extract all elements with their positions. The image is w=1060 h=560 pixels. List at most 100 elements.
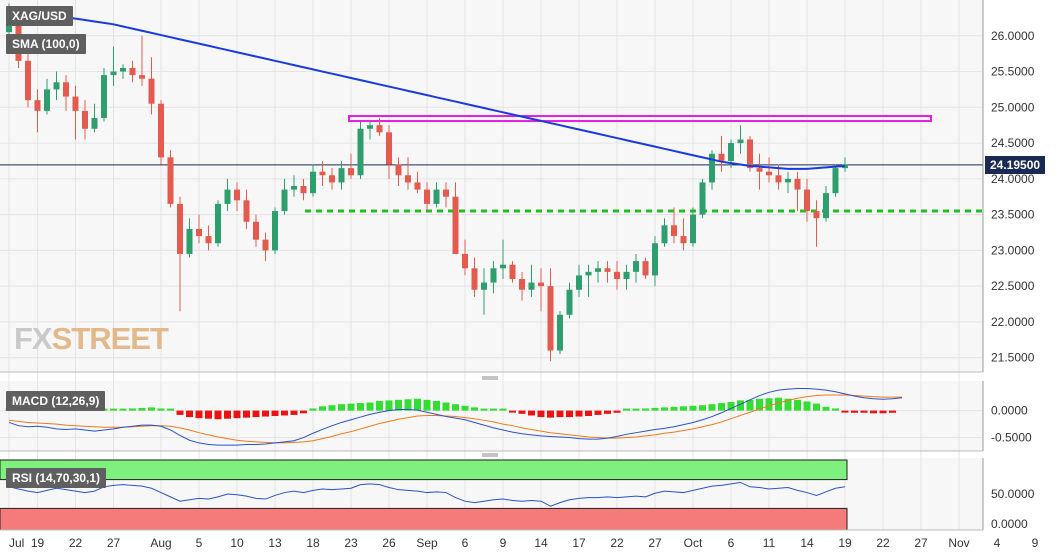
macd-histogram-bar bbox=[632, 408, 640, 411]
x-tick-label: 14 bbox=[800, 536, 814, 550]
macd-histogram-bar bbox=[841, 410, 849, 413]
candle-body bbox=[186, 228, 193, 254]
macd-histogram-bar bbox=[490, 408, 497, 411]
rsi-line bbox=[8, 481, 846, 507]
macd-histogram-bar bbox=[727, 402, 735, 411]
candle-body bbox=[576, 275, 582, 290]
macd-histogram-bar bbox=[281, 410, 288, 416]
candle-body bbox=[823, 193, 829, 219]
candle-body bbox=[386, 132, 392, 165]
candle-body bbox=[205, 236, 212, 244]
candle-body bbox=[690, 214, 696, 244]
candle-body bbox=[785, 178, 791, 183]
rsi-oversold-zone bbox=[0, 507, 848, 531]
macd-histogram-bar bbox=[613, 410, 621, 413]
macd-histogram-bar bbox=[233, 410, 241, 419]
x-tick-label: 19 bbox=[838, 536, 852, 550]
fxstreet-logo: FXSTREET bbox=[14, 321, 169, 357]
candle-body bbox=[737, 139, 744, 144]
macd-histogram-bar bbox=[480, 408, 488, 411]
candle-body bbox=[671, 225, 677, 237]
candle-body bbox=[357, 128, 364, 176]
candle-body bbox=[110, 71, 117, 76]
macd-tick-label: 0.0000 bbox=[991, 404, 1028, 418]
price-tick-label: 26.0000 bbox=[991, 29, 1035, 43]
rsi-indicator-label[interactable]: RSI (14,70,30,1) bbox=[6, 468, 107, 488]
candle-body bbox=[329, 175, 335, 183]
candle-body bbox=[652, 243, 658, 276]
x-tick-label: 19 bbox=[31, 536, 45, 550]
candle-body bbox=[291, 186, 297, 190]
price-tick-label: 21.5000 bbox=[991, 351, 1035, 365]
candle-body bbox=[452, 196, 459, 254]
macd-histogram-bar bbox=[699, 405, 706, 411]
macd-histogram-bar bbox=[708, 404, 716, 411]
rsi-layer bbox=[0, 459, 848, 531]
macd-histogram-bar bbox=[661, 407, 668, 411]
macd-histogram-bar bbox=[414, 398, 421, 411]
logo-street-text: STREET bbox=[51, 321, 169, 356]
macd-histogram-bar bbox=[651, 407, 659, 411]
x-tick-label: 6 bbox=[462, 536, 469, 550]
price-tick-label: 23.0000 bbox=[991, 243, 1035, 257]
macd-histogram-bar bbox=[167, 408, 174, 411]
macd-tick-label: -0.5000 bbox=[991, 431, 1032, 445]
x-tick-label: 22 bbox=[876, 536, 890, 550]
panel-resize-handle[interactable] bbox=[482, 453, 498, 457]
macd-histogram-bar bbox=[214, 410, 222, 420]
macd-histogram-bar bbox=[499, 408, 507, 411]
candle-body bbox=[490, 268, 497, 283]
candle-body bbox=[718, 153, 725, 161]
candle-body bbox=[604, 268, 611, 272]
candle-body bbox=[395, 164, 402, 176]
x-tick-label: 22 bbox=[69, 536, 83, 550]
price-layer bbox=[0, 3, 983, 362]
macd-histogram-bar bbox=[186, 410, 193, 418]
candle-body bbox=[528, 282, 535, 290]
x-tick-label: Jul bbox=[9, 536, 24, 550]
macd-histogram-bar bbox=[385, 400, 393, 411]
macd-indicator-label[interactable]: MACD (12,26,9) bbox=[6, 391, 106, 411]
candle-body bbox=[300, 186, 307, 194]
macd-histogram-bar bbox=[176, 410, 184, 415]
macd-histogram-bar bbox=[110, 408, 117, 411]
panel-resize-handle[interactable] bbox=[482, 376, 498, 380]
x-tick-label: 13 bbox=[268, 536, 282, 550]
macd-histogram-bar bbox=[623, 408, 630, 411]
macd-histogram-bar bbox=[775, 397, 782, 411]
x-tick-label: 11 bbox=[763, 536, 776, 550]
sma-indicator-label[interactable]: SMA (100,0) bbox=[6, 34, 86, 54]
price-tick-label: 23.5000 bbox=[991, 208, 1035, 222]
macd-histogram-bar bbox=[518, 410, 526, 414]
price-panel-bg bbox=[0, 0, 983, 372]
candle-body bbox=[34, 100, 41, 111]
macd-histogram-bar bbox=[309, 408, 317, 411]
candle-body bbox=[433, 189, 440, 204]
candle-body bbox=[414, 182, 421, 190]
x-tick-label: 5 bbox=[196, 536, 203, 550]
macd-histogram-bar bbox=[138, 407, 146, 411]
candle-body bbox=[139, 75, 145, 79]
candle-body bbox=[234, 189, 240, 201]
macd-histogram-bar bbox=[832, 408, 839, 411]
macd-histogram-bar bbox=[670, 406, 678, 411]
macd-histogram-bar bbox=[813, 403, 820, 411]
x-tick-label: 26 bbox=[382, 536, 396, 550]
macd-histogram-bar bbox=[300, 410, 307, 414]
macd-histogram-bar bbox=[290, 410, 298, 415]
x-tick-label: 17 bbox=[572, 536, 586, 550]
macd-histogram-bar bbox=[433, 400, 440, 411]
candle-body bbox=[82, 110, 88, 129]
candle-body bbox=[633, 261, 639, 272]
candle-body bbox=[253, 221, 259, 240]
macd-histogram-bar bbox=[129, 408, 136, 411]
x-tick-label: 27 bbox=[914, 536, 928, 550]
candle-body bbox=[614, 271, 620, 279]
macd-histogram-bar bbox=[271, 410, 279, 416]
candle-body bbox=[709, 153, 715, 183]
macd-histogram-bar bbox=[157, 408, 165, 411]
candle-body bbox=[338, 168, 345, 183]
candle-body bbox=[319, 171, 326, 176]
macd-histogram-bar bbox=[822, 406, 830, 411]
